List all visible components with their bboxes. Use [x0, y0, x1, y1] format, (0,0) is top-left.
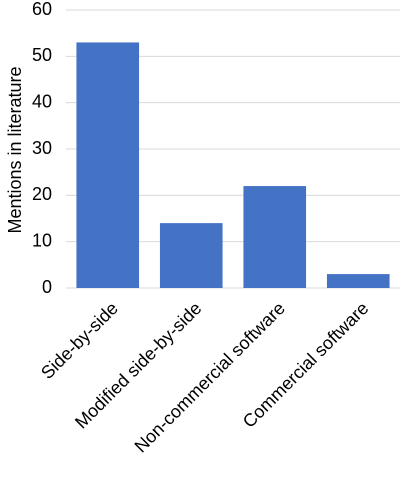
- y-tick-label: 60: [32, 0, 52, 19]
- bar: [243, 186, 307, 288]
- y-axis-title: Mentions in literature: [5, 66, 25, 233]
- y-tick-label: 40: [32, 91, 52, 111]
- y-tick-label: 30: [32, 138, 52, 158]
- x-tick-label: Side-by-side: [37, 298, 122, 383]
- y-tick-label: 20: [32, 184, 52, 204]
- x-tick-label: Non-commercial software: [131, 298, 289, 456]
- bar: [159, 223, 223, 288]
- y-tick-label: 50: [32, 45, 52, 65]
- bar: [326, 274, 390, 288]
- bar: [76, 42, 140, 288]
- y-tick-label: 10: [32, 230, 52, 250]
- y-tick-label: 0: [42, 277, 52, 297]
